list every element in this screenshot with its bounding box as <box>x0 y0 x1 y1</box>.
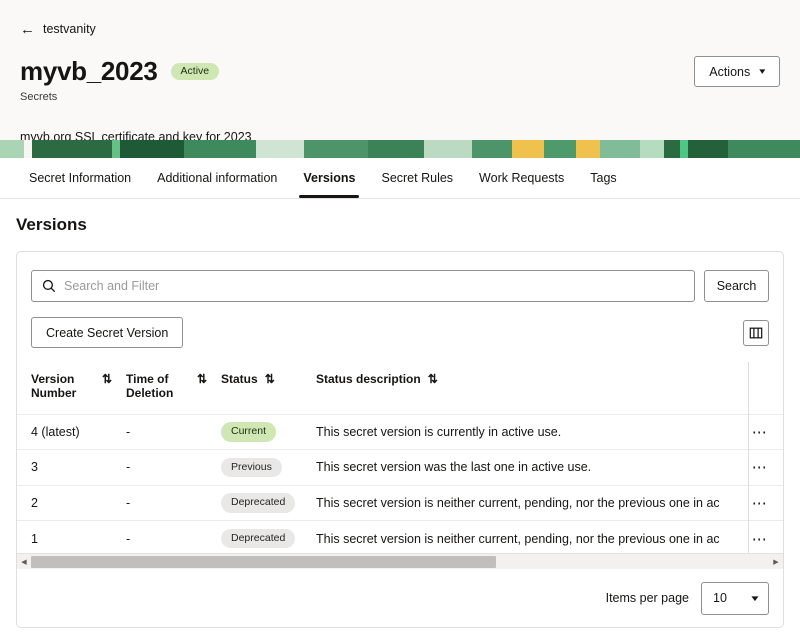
sticky-column-divider <box>748 362 749 556</box>
sort-icon[interactable]: ⇅ <box>264 372 275 386</box>
search-button[interactable]: Search <box>704 270 769 302</box>
cell-time-of-deletion: - <box>112 413 207 450</box>
scrollbar-track[interactable] <box>31 555 769 569</box>
column-header-version-number[interactable]: Version Number ⇅ <box>17 362 112 414</box>
tab-work-requests[interactable]: Work Requests <box>466 158 577 198</box>
sort-icon[interactable]: ⇅ <box>427 372 438 386</box>
cell-status-description: This secret version was the last one in … <box>302 449 719 485</box>
more-options-icon: ⋯ <box>751 530 769 548</box>
cell-version-number: 4 (latest) <box>17 413 112 450</box>
table-row[interactable]: 1 - Deprecated This secret version is ne… <box>17 520 783 556</box>
row-actions-menu-button[interactable]: ⋯ <box>719 520 783 556</box>
tab-tags[interactable]: Tags <box>577 158 629 198</box>
columns-layout-icon <box>749 327 763 338</box>
cell-version-number: 2 <box>17 484 112 521</box>
resource-type-label: Secrets <box>20 91 58 103</box>
status-chip: Current <box>221 422 277 442</box>
cell-status: Current <box>207 413 302 450</box>
columns-layout-button[interactable] <box>743 319 769 346</box>
create-secret-version-label: Create Secret Version <box>46 325 169 340</box>
cell-time-of-deletion: - <box>112 484 207 521</box>
search-icon <box>42 279 56 293</box>
status-chip: Deprecated <box>221 493 296 513</box>
table-row[interactable]: 3 - Previous This secret version was the… <box>17 449 783 485</box>
tab-secret-rules[interactable]: Secret Rules <box>368 158 466 198</box>
search-button-label: Search <box>716 279 757 293</box>
page-header: ← testvanity myvb_2023 Active Secrets my… <box>0 0 800 144</box>
cell-time-of-deletion: - <box>112 449 207 485</box>
cell-status: Deprecated <box>207 520 302 556</box>
breadcrumb-link-testvanity[interactable]: testvanity <box>43 22 96 36</box>
sort-icon[interactable]: ⇅ <box>101 372 112 386</box>
cell-status-description: This secret version is neither current, … <box>302 484 719 521</box>
tab-label: Versions <box>303 171 356 185</box>
versions-table: Version Number ⇅ Time of Deletion ⇅ <box>17 362 783 556</box>
column-header-status[interactable]: Status ⇅ <box>207 362 302 414</box>
table-header-row: Version Number ⇅ Time of Deletion ⇅ <box>17 362 783 414</box>
search-row: Search and Filter Search <box>17 252 783 302</box>
actions-button[interactable]: Actions ▾ <box>694 56 780 87</box>
tab-secret-information[interactable]: Secret Information <box>16 158 144 198</box>
status-chip: Deprecated <box>221 528 296 549</box>
tab-label: Work Requests <box>479 171 565 185</box>
table-row[interactable]: 2 - Deprecated This secret version is ne… <box>17 484 783 521</box>
column-header-label: Status description <box>316 372 421 386</box>
table-row[interactable]: 4 (latest) - Current This secret version… <box>17 413 783 450</box>
breadcrumb[interactable]: ← testvanity <box>20 18 780 40</box>
row-actions-menu-button[interactable]: ⋯ <box>719 413 783 450</box>
items-per-page-value: 10 <box>713 591 727 605</box>
section-title: Versions <box>16 215 87 234</box>
actions-button-label: Actions <box>709 64 751 79</box>
column-header-actions <box>719 362 783 414</box>
versions-card: Search and Filter Search Create Secret V… <box>16 251 784 628</box>
cell-status: Previous <box>207 449 302 485</box>
status-badge: Active <box>170 62 220 81</box>
search-input[interactable]: Search and Filter <box>31 270 695 302</box>
cell-status-description: This secret version is neither current, … <box>302 520 719 556</box>
scroll-right-icon[interactable]: ▶ <box>773 558 779 566</box>
tab-versions[interactable]: Versions <box>290 158 368 198</box>
back-arrow-icon[interactable]: ← <box>20 20 35 38</box>
more-options-icon: ⋯ <box>751 494 769 512</box>
table-toolbar: Create Secret Version <box>17 302 783 348</box>
tab-label: Additional information <box>157 171 278 185</box>
create-secret-version-button[interactable]: Create Secret Version <box>31 317 184 348</box>
row-actions-menu-button[interactable]: ⋯ <box>719 449 783 485</box>
cell-time-of-deletion: - <box>112 520 207 556</box>
tab-label: Secret Information <box>29 171 132 185</box>
scroll-left-icon[interactable]: ◀ <box>21 558 27 566</box>
chevron-down-icon: ▾ <box>759 66 766 76</box>
decorative-banner <box>0 140 800 158</box>
caret-down-icon: ▼ <box>749 593 761 603</box>
column-header-label: Status <box>221 372 258 386</box>
column-header-time-of-deletion[interactable]: Time of Deletion ⇅ <box>112 362 207 414</box>
tab-additional-information[interactable]: Additional information <box>144 158 290 198</box>
horizontal-scrollbar[interactable]: ◀ ▶ <box>17 553 783 569</box>
column-header-label: Time of Deletion <box>126 372 174 400</box>
cell-status-description: This secret version is currently in acti… <box>302 413 719 450</box>
more-options-icon: ⋯ <box>751 459 769 477</box>
tab-label: Secret Rules <box>381 171 454 185</box>
row-actions-menu-button[interactable]: ⋯ <box>719 484 783 521</box>
items-per-page-label: Items per page <box>605 591 689 605</box>
items-per-page-select[interactable]: 10 ▼ <box>701 581 769 615</box>
tab-bar: Secret Information Additional informatio… <box>0 158 800 199</box>
status-chip: Previous <box>221 457 282 477</box>
cell-version-number: 1 <box>17 520 112 556</box>
column-header-status-description[interactable]: Status description ⇅ <box>302 362 719 414</box>
versions-table-wrap: Version Number ⇅ Time of Deletion ⇅ <box>17 362 783 556</box>
cell-status: Deprecated <box>207 484 302 521</box>
sort-icon[interactable]: ⇅ <box>196 372 207 386</box>
pagination-bar: Items per page 10 ▼ <box>17 569 783 627</box>
page-title: myvb_2023 <box>20 56 158 86</box>
scrollbar-thumb[interactable] <box>31 555 496 568</box>
tab-label: Tags <box>590 171 617 185</box>
title-row: myvb_2023 Active <box>20 56 780 87</box>
more-options-icon: ⋯ <box>751 423 769 441</box>
column-header-label: Version Number <box>31 372 77 400</box>
search-input-placeholder: Search and Filter <box>64 279 160 293</box>
main-content: Versions Search and Filter Search Create… <box>0 199 800 628</box>
cell-version-number: 3 <box>17 449 112 485</box>
